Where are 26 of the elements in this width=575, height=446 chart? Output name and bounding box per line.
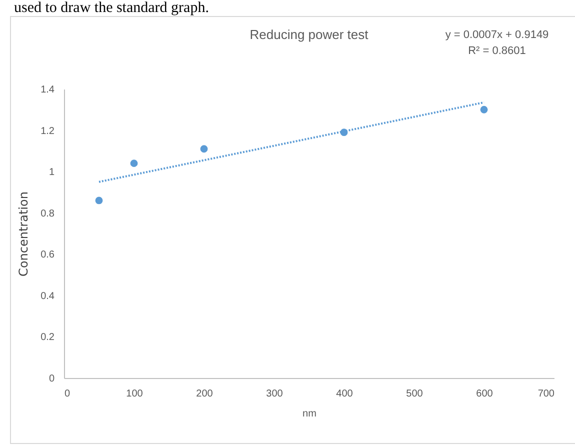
text: y = 0.0007x + 0.9149 xyxy=(444,29,550,41)
y-tick-label: 1.4 xyxy=(40,84,55,96)
x-tick-label: 400 xyxy=(336,388,354,400)
x-tick-label: 0 xyxy=(64,388,70,400)
x-axis-title: nm xyxy=(302,408,316,420)
y-tick-label: 0.4 xyxy=(40,290,55,302)
point xyxy=(200,145,208,153)
y-axis-title: Concentration xyxy=(16,192,31,276)
text: R² = 0.8601 xyxy=(467,45,527,57)
y-tick-label: 0.8 xyxy=(40,208,55,220)
point xyxy=(480,106,488,114)
chart-title: Reducing power test xyxy=(250,27,369,42)
text: used to draw the standard graph. xyxy=(13,0,210,16)
x-tick-label: 300 xyxy=(266,388,284,400)
y-tick-label: 0 xyxy=(48,374,55,384)
x-tick-label: 100 xyxy=(126,388,144,400)
point xyxy=(130,160,138,168)
y-tick-label: 1 xyxy=(48,167,55,178)
x-tick-label: 500 xyxy=(406,388,424,400)
y-tick-label: 0.6 xyxy=(40,250,55,261)
y-tick-label: 0.2 xyxy=(40,332,55,344)
x-tick-label: 600 xyxy=(476,388,494,400)
y-tick-label: 1.2 xyxy=(40,126,55,137)
point xyxy=(95,196,103,204)
x-tick-label: 700 xyxy=(538,388,555,400)
x-tick-label: 200 xyxy=(196,388,214,400)
